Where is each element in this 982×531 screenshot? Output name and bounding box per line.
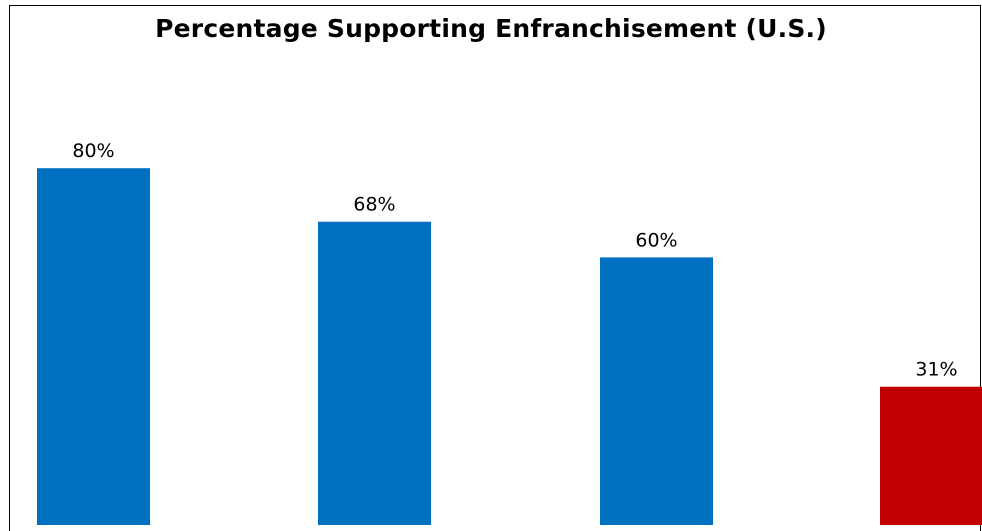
data-labels-group: 80% 68% 60% 31%	[72, 140, 957, 381]
bars-group	[37, 168, 982, 525]
data-label-2: 68%	[353, 194, 395, 216]
bar-1	[37, 168, 150, 525]
data-label-3: 60%	[635, 229, 677, 251]
chart-frame	[9, 5, 981, 531]
bar-3	[600, 257, 713, 525]
bar-4	[880, 386, 982, 525]
bar-2	[318, 221, 431, 525]
data-label-1: 80%	[72, 140, 114, 162]
data-label-4: 31%	[915, 359, 957, 381]
chart-title: Percentage Supporting Enfranchisement (U…	[155, 14, 827, 43]
